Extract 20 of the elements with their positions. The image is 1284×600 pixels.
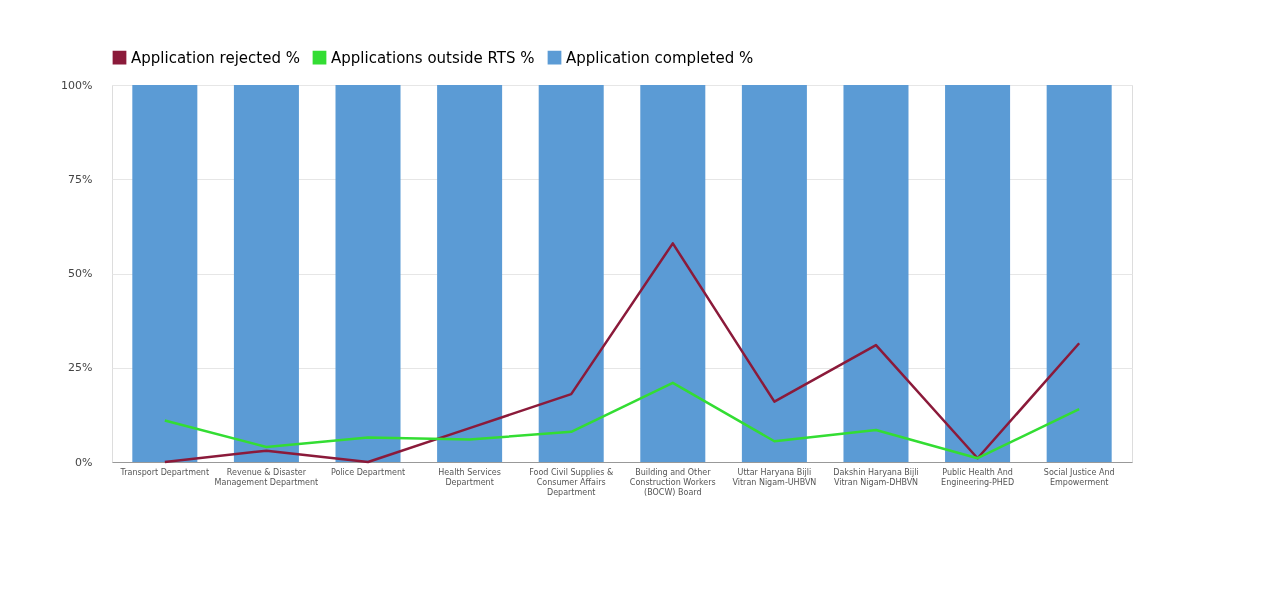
y-tick-label: 100% <box>61 78 93 92</box>
legend-label: Application rejected % <box>131 48 300 67</box>
x-tick-label: Building and Other Construction Workers (BOCW) Board <box>629 467 716 497</box>
y-tick-label: 0% <box>75 455 93 469</box>
x-tick-label: Health Services Department <box>438 467 501 487</box>
x-tick-label: Social Justice And Empowerment <box>1043 467 1115 487</box>
x-tick-label: Police Department <box>330 467 406 477</box>
x-tick-label: Public Health And Engineering-PHED <box>941 467 1015 487</box>
line-series <box>163 381 1081 460</box>
x-tick-label: Dakshin Haryana Bijli Vitran Nigam-DHBVN <box>833 467 919 487</box>
x-tick-label: Transport Department <box>119 467 210 477</box>
x-tick-label: Food Civil Supplies & Consumer Affairs Department <box>529 467 614 497</box>
x-tick-label: Uttar Haryana Bijli Vitran Nigam-UHBVN <box>732 467 817 487</box>
line-series <box>163 242 1081 464</box>
legend-label: Application completed % <box>566 48 754 67</box>
y-tick-label: 25% <box>68 361 93 375</box>
y-tick-label: 50% <box>68 267 93 280</box>
x-tick-label: Revenue & Disaster Management Department <box>214 467 319 487</box>
y-tick-label: 75% <box>68 172 93 186</box>
legend-label: Applications outside RTS % <box>331 48 535 67</box>
